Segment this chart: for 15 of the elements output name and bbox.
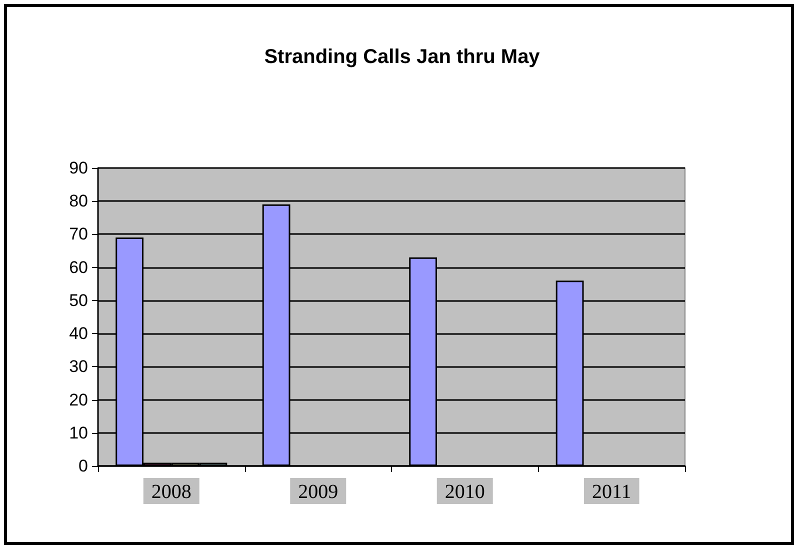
y-tick-label: 30 [69,357,88,376]
y-tick-label: 0 [78,456,88,476]
y-tick-label: 90 [69,158,88,178]
y-tick-label: 10 [69,423,88,442]
x-tick-label: 2011 [592,481,632,503]
x-tick-label: 2008 [151,481,192,503]
x-tick-label: 2010 [444,481,485,503]
y-tick-label: 40 [69,324,88,344]
x-tick-label: 2009 [298,481,338,503]
y-tick-label: 50 [69,290,88,310]
y-tick-label: 20 [69,390,88,410]
y-tick-label: 70 [69,224,88,244]
y-tick-label: 60 [69,258,88,277]
chart-title: Stranding Calls Jan thru May [264,46,541,68]
y-tick-label: 80 [69,192,88,211]
